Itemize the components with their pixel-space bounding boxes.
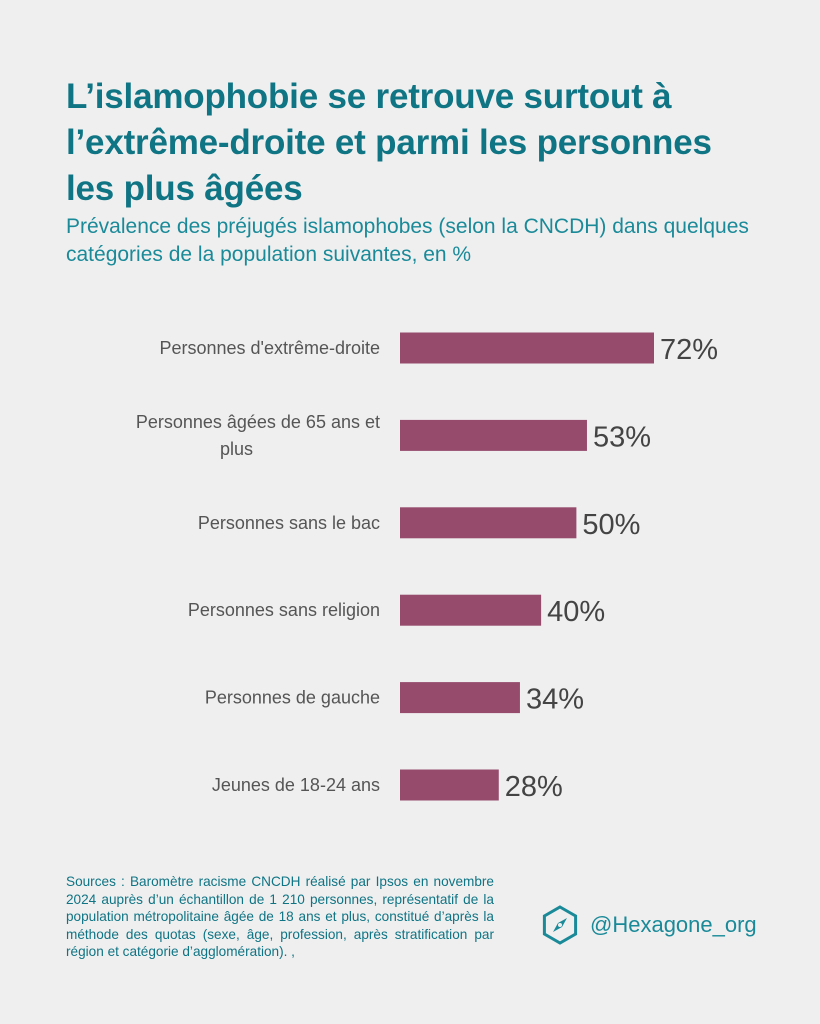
bar-3: [400, 594, 542, 626]
brand-footer[interactable]: @Hexagone_org: [540, 905, 757, 945]
category-label: Personnes de gauche: [205, 688, 380, 708]
value-label: 28%: [505, 771, 563, 803]
brand-handle[interactable]: @Hexagone_org: [590, 912, 757, 937]
bar-2: [400, 507, 577, 539]
sources-note: Sources : Baromètre racisme CNCDH réalis…: [66, 874, 494, 960]
hexagon-compass-icon: [542, 905, 578, 945]
chart-title: L’islamophobie se retrouve surtout à l’e…: [66, 77, 712, 208]
category-label: Jeunes de 18-24 ans: [212, 775, 380, 795]
bar-4: [400, 682, 520, 714]
value-label: 72%: [660, 334, 718, 366]
value-label: 40%: [547, 596, 605, 628]
bar-1: [400, 419, 587, 451]
bar-0: [400, 332, 654, 364]
category-label: Personnes âgées de 65 ans et plus: [136, 412, 380, 459]
category-label: Personnes d'extrême-droite: [159, 338, 380, 358]
category-label: Personnes sans le bac: [198, 513, 380, 533]
bar-5: [400, 769, 499, 801]
category-label: Personnes sans religion: [188, 600, 380, 620]
value-label: 53%: [593, 421, 651, 453]
value-label: 34%: [526, 684, 584, 716]
value-label: 50%: [582, 509, 640, 541]
chart-subtitle: Prévalence des préjugés islamophobes (se…: [66, 215, 749, 266]
bar-chart: Personnes d'extrême-droite 72% Personnes â…: [136, 332, 718, 803]
